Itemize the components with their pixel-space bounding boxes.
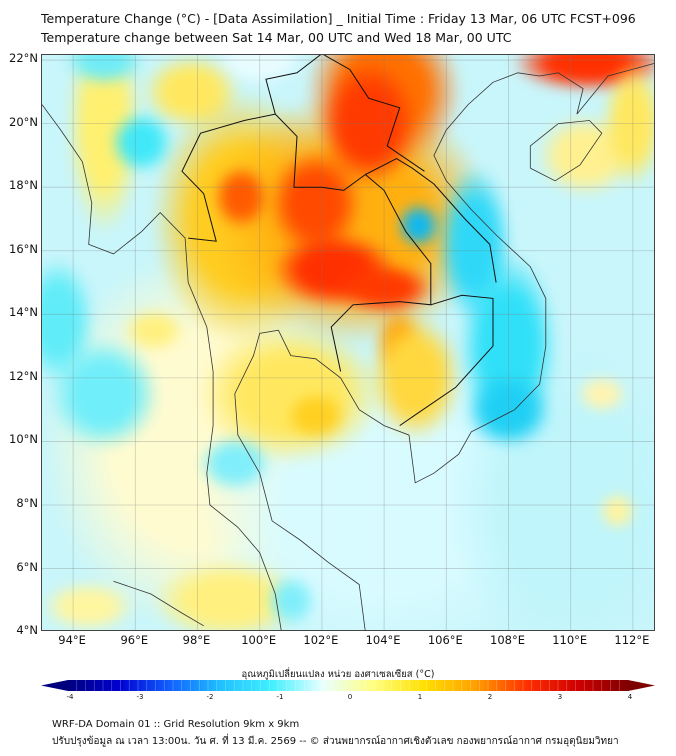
lon-tick-label: 108°E: [490, 633, 525, 647]
lon-tick-label: 100°E: [241, 633, 277, 647]
coastline: [113, 580, 204, 627]
country-border: [399, 294, 494, 427]
coastline: [42, 104, 282, 630]
lat-tick-label: 22°N: [9, 51, 38, 66]
colorbar-max-arrow: [628, 680, 655, 691]
lat-tick-label: 16°N: [9, 241, 38, 256]
temperature-field: [42, 55, 654, 630]
footer-model-info: WRF-DA Domain 01 :: Grid Resolution 9km …: [52, 719, 300, 730]
colorbar-min-arrow: [41, 680, 68, 691]
lat-tick-label: 10°N: [9, 432, 38, 447]
lat-tick-label: 12°N: [9, 368, 38, 383]
lon-tick-label: 104°E: [365, 633, 401, 647]
colorbar-label: อุณหภูมิเปลี่ยนแปลง หน่วย องศาเซลเซียส (…: [241, 669, 435, 680]
lat-tick-label: 18°N: [9, 178, 38, 193]
country-border: [274, 113, 432, 372]
lat-tick-label: 14°N: [9, 305, 38, 320]
chart-title: Temperature Change (°C) - [Data Assimila…: [41, 11, 636, 26]
colorbar-tick-label: 4: [627, 693, 633, 701]
lon-tick-label: 94°E: [58, 633, 86, 647]
temperature-anomaly-region: [48, 336, 161, 451]
colorbar-gradient: [68, 680, 628, 691]
footer-credit: ปรับปรุงข้อมูล ณ เวลา 13:00น. วัน ศ. ที่…: [52, 736, 619, 747]
temperature-anomaly-region: [396, 203, 441, 248]
temperature-anomaly-region: [464, 371, 553, 448]
lon-tick-label: 106°E: [427, 633, 463, 647]
lon-tick-label: 110°E: [552, 633, 588, 647]
temperature-anomaly-region: [598, 492, 636, 531]
temperature-anomaly-region: [368, 314, 462, 442]
colorbar: [41, 680, 655, 691]
temperature-anomaly-region: [122, 307, 186, 353]
colorbar-tick-label: -4: [66, 693, 74, 701]
lat-tick-label: 8°N: [16, 496, 38, 510]
lat-tick-label: 20°N: [9, 114, 38, 129]
map-plot-area: [41, 54, 655, 631]
lon-tick-label: 102°E: [303, 633, 339, 647]
country-border: [365, 158, 497, 283]
colorbar-tick-label: 3: [557, 693, 563, 701]
colorbar-tick-label: -2: [206, 693, 214, 701]
temperature-anomaly-region: [265, 574, 316, 626]
colorbar-tick-label: 2: [487, 693, 493, 701]
lat-tick-label: 4°N: [16, 623, 38, 638]
coastline: [234, 63, 654, 630]
country-border: [323, 55, 425, 172]
temperature-anomaly-region: [601, 60, 654, 188]
temperature-anomaly-region: [284, 390, 347, 442]
lon-tick-label: 98°E: [182, 633, 211, 647]
map-overlay: [42, 55, 654, 630]
temperature-anomaly-region: [213, 164, 270, 229]
colorbar-tick-label: -1: [276, 693, 284, 701]
temperature-anomaly-region: [42, 581, 136, 630]
temperature-anomaly-region: [576, 374, 627, 413]
temperature-anomaly-region: [197, 435, 273, 493]
colorbar-tick-label: 0: [347, 693, 353, 701]
colorbar-tick-label: 1: [417, 693, 423, 701]
coastline: [529, 120, 603, 182]
temperature-anomaly-region: [334, 263, 434, 315]
country-border: [181, 55, 322, 242]
colorbar-tick-label: -3: [136, 693, 144, 701]
lon-tick-label: 112°E: [614, 633, 650, 647]
lat-tick-label: 6°N: [16, 559, 38, 574]
lon-tick-label: 96°E: [120, 633, 149, 647]
chart-subtitle: Temperature change between Sat 14 Mar, 0…: [41, 30, 512, 45]
